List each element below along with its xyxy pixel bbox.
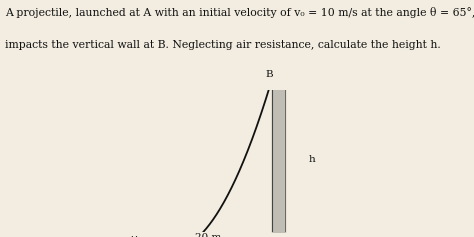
- Text: $v_0$: $v_0$: [130, 234, 143, 237]
- Text: 20 m: 20 m: [195, 233, 221, 237]
- Text: h: h: [309, 155, 316, 164]
- Text: B: B: [265, 70, 273, 79]
- Text: A projectile, launched at A with an initial velocity of v₀ = 10 m/s at the angle: A projectile, launched at A with an init…: [5, 7, 474, 18]
- Text: impacts the vertical wall at B. Neglecting air resistance, calculate the height : impacts the vertical wall at B. Neglecti…: [5, 40, 440, 50]
